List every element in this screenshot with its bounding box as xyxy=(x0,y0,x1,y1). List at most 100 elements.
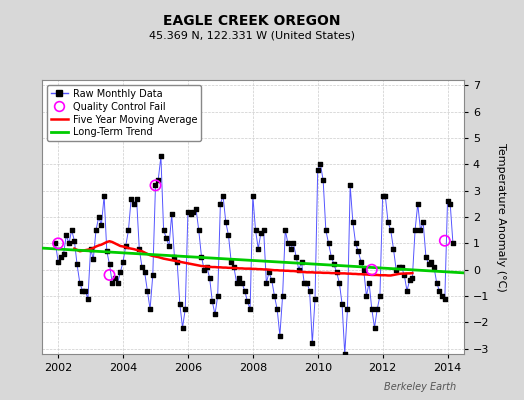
Point xyxy=(435,288,444,294)
Point xyxy=(151,182,160,188)
Point xyxy=(124,227,133,233)
Point xyxy=(119,258,127,265)
Point xyxy=(308,340,316,347)
Point xyxy=(178,324,187,331)
Point xyxy=(113,280,122,286)
Point xyxy=(443,198,452,204)
Point xyxy=(224,232,233,239)
Point xyxy=(243,298,252,304)
Point xyxy=(197,253,205,260)
Point xyxy=(354,248,363,254)
Point xyxy=(300,280,309,286)
Point xyxy=(378,193,387,199)
Point xyxy=(157,153,165,160)
Point xyxy=(422,253,430,260)
Point xyxy=(108,280,116,286)
Point xyxy=(89,256,97,262)
Point xyxy=(168,211,176,218)
Point xyxy=(284,240,292,246)
Point xyxy=(116,269,125,276)
Text: EAGLE CREEK OREGON: EAGLE CREEK OREGON xyxy=(163,14,340,28)
Point xyxy=(205,274,214,281)
Point xyxy=(97,222,106,228)
Point xyxy=(441,296,449,302)
Point xyxy=(86,246,95,252)
Point xyxy=(211,311,219,318)
Point xyxy=(57,253,65,260)
Point xyxy=(246,306,254,312)
Point xyxy=(400,272,408,278)
Point xyxy=(111,274,119,281)
Point xyxy=(238,280,246,286)
Point xyxy=(133,195,141,202)
Point xyxy=(213,293,222,299)
Point xyxy=(65,240,73,246)
Point xyxy=(187,211,195,218)
Point xyxy=(81,288,90,294)
Point xyxy=(357,258,365,265)
Point xyxy=(230,264,238,270)
Point xyxy=(170,253,179,260)
Point xyxy=(73,261,81,268)
Point xyxy=(189,208,198,215)
Point xyxy=(281,227,289,233)
Point xyxy=(268,277,276,284)
Point xyxy=(176,301,184,307)
Point xyxy=(322,227,330,233)
Point xyxy=(373,306,381,312)
Point xyxy=(316,161,324,168)
Point xyxy=(335,280,344,286)
Point xyxy=(200,266,209,273)
Point xyxy=(222,219,230,226)
Point xyxy=(100,193,108,199)
Point xyxy=(395,264,403,270)
Point xyxy=(127,195,135,202)
Point xyxy=(368,306,376,312)
Point xyxy=(297,258,305,265)
Point xyxy=(432,280,441,286)
Point xyxy=(413,201,422,207)
Point xyxy=(140,269,149,276)
Point xyxy=(265,269,273,276)
Point xyxy=(233,280,241,286)
Y-axis label: Temperature Anomaly (°C): Temperature Anomaly (°C) xyxy=(496,143,506,291)
Point xyxy=(332,269,341,276)
Point xyxy=(75,280,84,286)
Point xyxy=(273,306,281,312)
Point xyxy=(303,280,311,286)
Point xyxy=(408,274,417,281)
Point xyxy=(135,246,144,252)
Point xyxy=(441,238,449,244)
Point xyxy=(319,177,328,183)
Point xyxy=(338,301,346,307)
Point xyxy=(352,240,360,246)
Point xyxy=(446,201,454,207)
Point xyxy=(62,232,70,239)
Point xyxy=(416,227,424,233)
Point xyxy=(348,219,357,226)
Point xyxy=(151,182,160,188)
Point xyxy=(427,258,435,265)
Point xyxy=(276,332,284,339)
Point xyxy=(159,227,168,233)
Point xyxy=(411,227,419,233)
Point xyxy=(143,288,151,294)
Point xyxy=(381,193,389,199)
Point xyxy=(270,293,279,299)
Point xyxy=(162,235,170,241)
Point xyxy=(129,201,138,207)
Point xyxy=(449,240,457,246)
Point xyxy=(324,240,333,246)
Point xyxy=(438,293,446,299)
Point xyxy=(235,274,244,281)
Point xyxy=(248,193,257,199)
Point xyxy=(384,219,392,226)
Point xyxy=(154,177,162,183)
Point xyxy=(392,266,400,273)
Point xyxy=(370,324,379,331)
Point xyxy=(219,193,227,199)
Point xyxy=(184,208,192,215)
Point xyxy=(173,258,181,265)
Point xyxy=(362,293,370,299)
Point xyxy=(84,296,92,302)
